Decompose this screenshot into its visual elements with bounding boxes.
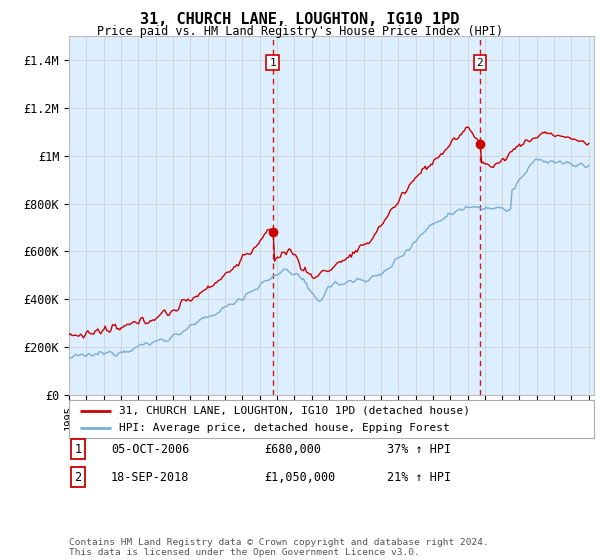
Text: 2: 2 <box>476 58 483 68</box>
Text: 2: 2 <box>74 470 82 484</box>
Text: 31, CHURCH LANE, LOUGHTON, IG10 1PD: 31, CHURCH LANE, LOUGHTON, IG10 1PD <box>140 12 460 27</box>
Text: £1,050,000: £1,050,000 <box>264 470 335 484</box>
Text: HPI: Average price, detached house, Epping Forest: HPI: Average price, detached house, Eppi… <box>119 423 449 433</box>
Text: £680,000: £680,000 <box>264 442 321 456</box>
Text: Price paid vs. HM Land Registry's House Price Index (HPI): Price paid vs. HM Land Registry's House … <box>97 25 503 38</box>
Text: 37% ↑ HPI: 37% ↑ HPI <box>387 442 451 456</box>
Text: 31, CHURCH LANE, LOUGHTON, IG10 1PD (detached house): 31, CHURCH LANE, LOUGHTON, IG10 1PD (det… <box>119 405 470 416</box>
Text: 1: 1 <box>269 58 276 68</box>
Text: 21% ↑ HPI: 21% ↑ HPI <box>387 470 451 484</box>
Text: 1: 1 <box>74 442 82 456</box>
Text: 05-OCT-2006: 05-OCT-2006 <box>111 442 190 456</box>
Text: 18-SEP-2018: 18-SEP-2018 <box>111 470 190 484</box>
Text: Contains HM Land Registry data © Crown copyright and database right 2024.
This d: Contains HM Land Registry data © Crown c… <box>69 538 489 557</box>
